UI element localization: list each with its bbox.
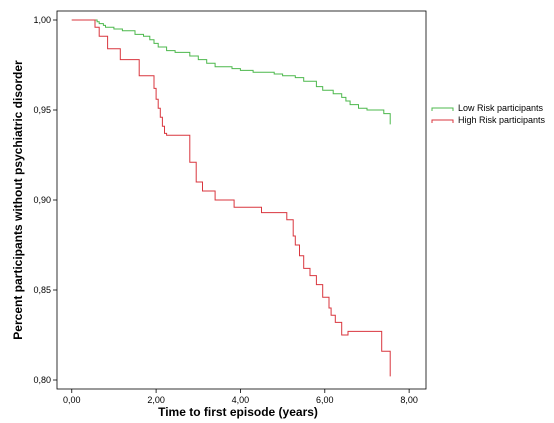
series-layer — [71, 19, 391, 377]
series-line-low-risk — [71, 19, 391, 125]
x-axis-ticks: 0,00 2,00 4,00 6,00 8,00 — [63, 389, 418, 405]
y-tick-label: 1,00 — [33, 15, 51, 25]
series-line-high-risk — [71, 19, 391, 377]
x-tick-label: 2,00 — [147, 395, 165, 405]
x-tick-label: 4,00 — [232, 395, 250, 405]
y-tick-label: 0,80 — [33, 375, 51, 385]
x-tick-label: 0,00 — [63, 395, 81, 405]
y-axis-title: Percent participants without psychiatric… — [11, 60, 25, 340]
legend-swatch — [431, 107, 454, 111]
legend: Low Risk participants High Risk participa… — [431, 103, 546, 125]
x-tick-label: 6,00 — [316, 395, 334, 405]
y-tick-label: 0,90 — [33, 195, 51, 205]
y-tick-label: 0,95 — [33, 105, 51, 115]
x-axis-title: Time to first episode (years) — [158, 405, 318, 419]
y-axis-ticks: 0,80 0,85 0,90 0,95 1,00 — [33, 15, 57, 385]
y-tick-label: 0,85 — [33, 285, 51, 295]
legend-swatch — [431, 119, 454, 123]
legend-label: High Risk participants — [458, 115, 546, 125]
plot-area — [56, 10, 427, 390]
x-tick-label: 8,00 — [400, 395, 418, 405]
legend-label: Low Risk participants — [458, 103, 544, 113]
